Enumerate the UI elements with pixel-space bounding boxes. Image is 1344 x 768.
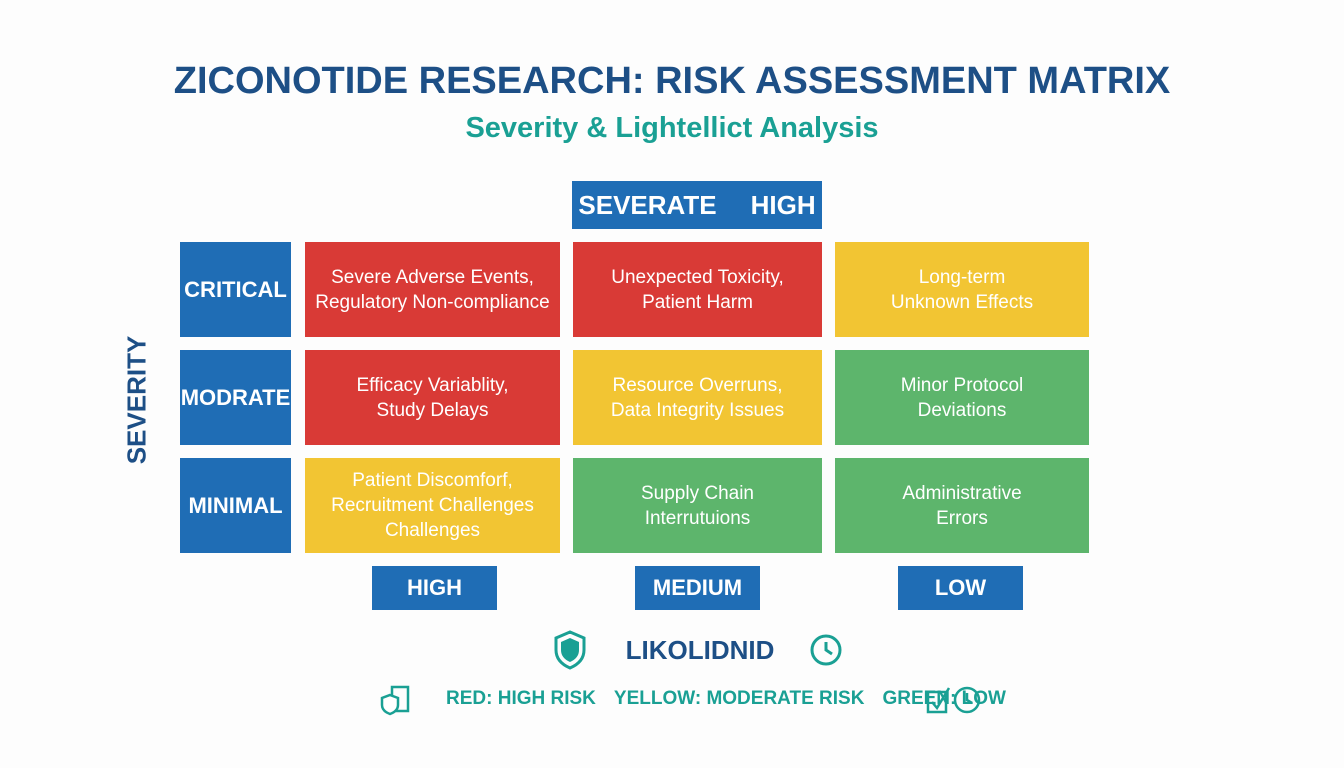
cell-text: Patient Harm bbox=[642, 291, 753, 313]
cell-text: Minor Protocol bbox=[900, 374, 1024, 396]
risk-cell: Administrative Errors bbox=[835, 458, 1089, 553]
legend-item: YELLOW: MODERATE RISK bbox=[613, 688, 865, 709]
cell-text: Recruitment Challenges bbox=[331, 495, 534, 516]
title: ZICONOTIDE RESEARCH: RISK ASSESSMENT MAT… bbox=[173, 60, 1171, 102]
top-header-text: SEVERATE bbox=[578, 189, 717, 220]
cell-text: Study Delays bbox=[376, 399, 489, 421]
cell-text: Patient Discomforf, bbox=[352, 470, 513, 491]
row-label: CRITICAL bbox=[180, 242, 291, 337]
legend-item: RED: HIGH RISK bbox=[446, 688, 596, 709]
cell-text: Efficacy Variablity, bbox=[356, 374, 509, 396]
risk-cell: Long-term Unknown Effects bbox=[835, 242, 1089, 337]
row-label: MODRATE bbox=[180, 350, 291, 445]
cell-text: Regulatory Non-compliance bbox=[315, 291, 550, 313]
risk-cell: Unexpected Toxicity, Patient Harm bbox=[573, 242, 822, 337]
column-label: LOW bbox=[898, 566, 1023, 610]
x-axis-label: LIKOLIDNID bbox=[625, 635, 775, 665]
y-axis-label: SEVERITY bbox=[121, 335, 152, 465]
cell-text: Data Integrity Issues bbox=[610, 399, 785, 421]
risk-cell: Supply Chain Interrutuions bbox=[573, 458, 822, 553]
cell-text: Supply Chain bbox=[640, 482, 755, 504]
clock-icon bbox=[810, 634, 842, 666]
column-label: MEDIUM bbox=[635, 566, 760, 610]
cell-text: Long-term bbox=[918, 266, 1006, 288]
legend: RED: HIGH RISK YELLOW: MODERATE RISK GRE… bbox=[446, 688, 1006, 710]
cell-text: Deviations bbox=[917, 399, 1007, 421]
cell-text: Unknown Effects bbox=[890, 291, 1034, 313]
cell-text: Administrative bbox=[902, 482, 1022, 504]
top-header: SEVERATE HIGH bbox=[572, 181, 822, 229]
cell-text: Resource Overruns, bbox=[612, 374, 783, 396]
cell-text: Interrutuions bbox=[644, 507, 751, 529]
risk-cell: Patient Discomforf, Recruitment Challenge… bbox=[305, 458, 560, 553]
subtitle: Severity & Lightellict Analysis bbox=[465, 112, 879, 144]
risk-cell: Minor Protocol Deviations bbox=[835, 350, 1089, 445]
legend-item: GREEN: LOW bbox=[882, 688, 1006, 709]
column-label: HIGH bbox=[372, 566, 497, 610]
cell-text: Errors bbox=[936, 507, 988, 529]
top-header-text: HIGH bbox=[750, 189, 816, 220]
risk-cell: Severe Adverse Events, Regulatory Non-com… bbox=[305, 242, 560, 337]
row-label: MINIMAL bbox=[180, 458, 291, 553]
cell-text: Challenges bbox=[384, 520, 481, 541]
risk-cell: Resource Overruns, Data Integrity Issues bbox=[573, 350, 822, 445]
cell-text: Severe Adverse Events, bbox=[331, 266, 534, 288]
risk-cell: Efficacy Variablity, Study Delays bbox=[305, 350, 560, 445]
legend-icon bbox=[380, 685, 410, 716]
shield-icon bbox=[554, 630, 586, 670]
cell-text: Unexpected Toxicity, bbox=[611, 266, 784, 288]
legend-icons bbox=[926, 686, 981, 714]
